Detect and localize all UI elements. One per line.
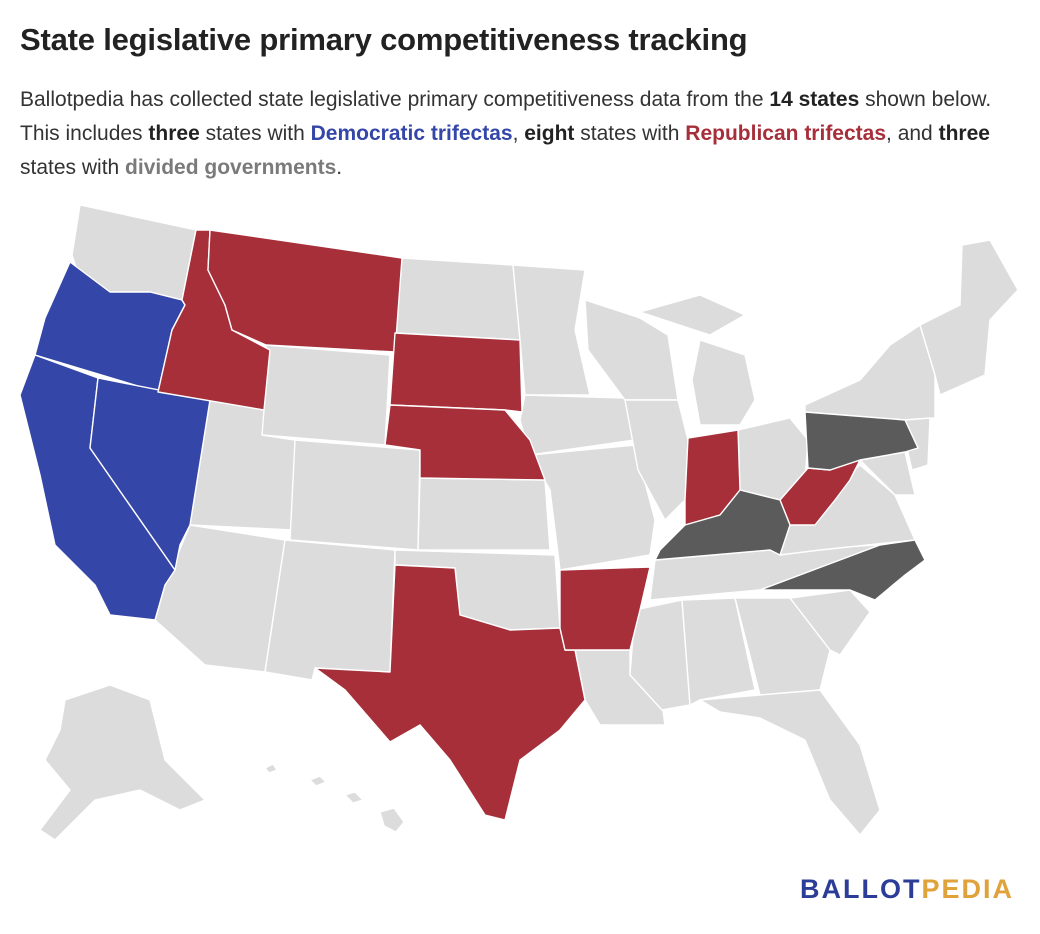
- state-hawaii[interactable]: [264, 763, 405, 833]
- count-states: 14 states: [769, 88, 860, 111]
- state-georgia[interactable]: [734, 597, 831, 696]
- state-arkansas[interactable]: [559, 566, 651, 651]
- state-south-carolina[interactable]: [789, 589, 871, 656]
- ballotpedia-logo[interactable]: BALLOTPEDIA: [799, 874, 1014, 904]
- legend-divided: divided governments: [125, 156, 337, 179]
- intro-text: Ballotpedia has collected state legislat…: [20, 88, 992, 179]
- legend-republican: Republican trifectas: [685, 122, 887, 145]
- state-new-england[interactable]: [919, 239, 1019, 396]
- state-nebraska[interactable]: [384, 404, 546, 481]
- legend-democratic: Democratic trifectas: [310, 122, 513, 145]
- state-south-dakota[interactable]: [389, 332, 523, 413]
- state-texas[interactable]: [314, 564, 586, 821]
- count-div: three: [938, 122, 990, 145]
- page-title: State legislative primary competitivenes…: [20, 22, 748, 57]
- state-florida[interactable]: [699, 689, 881, 836]
- state-pennsylvania[interactable]: [804, 411, 919, 471]
- state-north-dakota[interactable]: [394, 257, 521, 341]
- us-map: [19, 204, 1019, 840]
- state-north-carolina[interactable]: [759, 539, 926, 601]
- state-alabama[interactable]: [681, 597, 756, 706]
- state-wyoming[interactable]: [261, 344, 391, 446]
- state-iowa[interactable]: [519, 394, 636, 456]
- state-kansas[interactable]: [417, 477, 551, 551]
- count-dem: three: [148, 122, 200, 145]
- state-colorado[interactable]: [289, 439, 421, 551]
- state-new-mexico[interactable]: [264, 539, 396, 681]
- state-minnesota[interactable]: [512, 264, 591, 396]
- count-rep: eight: [524, 122, 575, 145]
- state-new-york[interactable]: [804, 324, 936, 421]
- state-alaska[interactable]: [39, 684, 206, 840]
- state-michigan[interactable]: [639, 294, 756, 426]
- state-montana[interactable]: [207, 229, 403, 353]
- state-kentucky[interactable]: [654, 489, 791, 561]
- state-mississippi[interactable]: [629, 599, 691, 711]
